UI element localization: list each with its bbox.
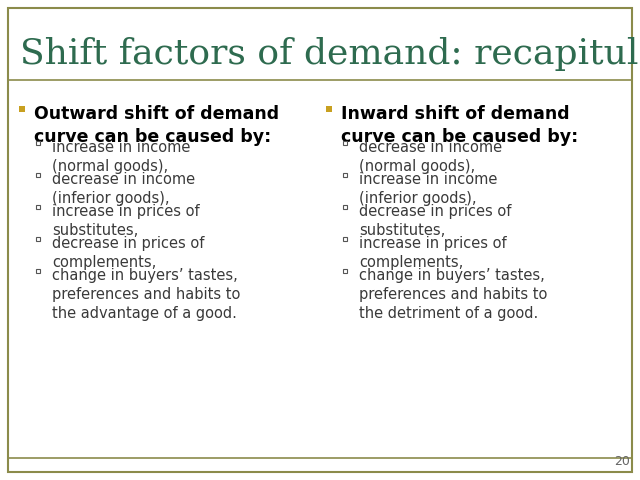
Bar: [36, 205, 40, 209]
Text: decrease in prices of
substitutes,: decrease in prices of substitutes,: [359, 204, 511, 238]
Text: decrease in prices of
complements,: decrease in prices of complements,: [52, 236, 204, 270]
Text: Outward shift of demand
curve can be caused by:: Outward shift of demand curve can be cau…: [34, 105, 279, 146]
Text: change in buyers’ tastes,
preferences and habits to
the advantage of a good.: change in buyers’ tastes, preferences an…: [52, 268, 241, 322]
Bar: [326, 106, 332, 112]
Text: increase in prices of
substitutes,: increase in prices of substitutes,: [52, 204, 200, 238]
Bar: [343, 205, 348, 209]
Text: increase in prices of
complements,: increase in prices of complements,: [359, 236, 507, 270]
Bar: [36, 269, 40, 273]
Bar: [36, 141, 40, 145]
Bar: [19, 106, 25, 112]
Text: change in buyers’ tastes,
preferences and habits to
the detriment of a good.: change in buyers’ tastes, preferences an…: [359, 268, 547, 322]
Bar: [36, 237, 40, 241]
Bar: [343, 141, 348, 145]
Text: decrease in income
(inferior goods),: decrease in income (inferior goods),: [52, 172, 195, 206]
Text: increase in income
(normal goods),: increase in income (normal goods),: [52, 140, 190, 174]
Bar: [343, 269, 348, 273]
Text: Inward shift of demand
curve can be caused by:: Inward shift of demand curve can be caus…: [341, 105, 579, 146]
Text: Shift factors of demand: recapitulation: Shift factors of demand: recapitulation: [20, 37, 640, 71]
Bar: [36, 173, 40, 177]
Text: increase in income
(inferior goods),: increase in income (inferior goods),: [359, 172, 497, 206]
Bar: [343, 173, 348, 177]
Text: decrease in income
(normal goods),: decrease in income (normal goods),: [359, 140, 502, 174]
Bar: [343, 237, 348, 241]
Text: 20: 20: [614, 455, 630, 468]
